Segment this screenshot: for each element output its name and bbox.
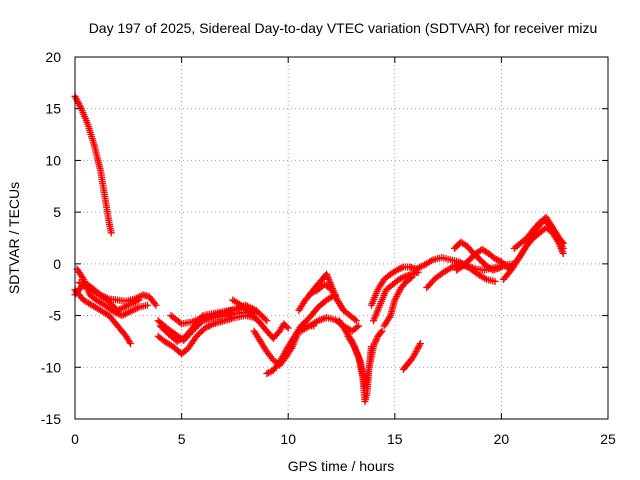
y-tick-label: -5 [49,308,62,324]
data-point-marker [283,323,291,331]
data-track [380,273,416,330]
data-track [71,92,115,237]
data-point-marker [263,369,271,377]
data-point-marker [352,317,360,325]
data-track [229,296,292,342]
data-point-marker [398,264,406,272]
data-point-marker [351,315,359,323]
plot-area-frame [74,56,609,420]
data-point-marker [377,328,385,336]
data-point-marker [416,339,424,347]
data-point-marker [495,264,503,272]
data-point-marker [400,273,408,281]
x-tick-label: 15 [387,431,403,447]
data-point-marker [395,275,403,283]
axis-ticks: 0 5 10 15 20 25 -15 -10 -5 0 5 10 15 20 [41,49,616,447]
data-track [306,270,360,325]
y-tick-label: 15 [45,101,61,117]
data-point-marker [126,339,134,347]
data-point-marker [408,273,416,281]
grid-lines [75,57,608,419]
data-point-marker [143,301,151,309]
data-point-marker [393,266,401,274]
y-axis-title: SDTVAR / TECUs [6,182,22,294]
data-point-marker [406,274,414,282]
x-tick-label: 10 [280,431,296,447]
x-tick-label: 5 [178,431,186,447]
data-track [154,312,258,358]
x-tick-label: 0 [71,431,79,447]
data-point-marker [416,341,424,349]
data-series-mizu [71,92,567,405]
data-track [71,286,134,347]
data-point-marker [284,324,292,332]
data-point-marker [493,255,501,263]
data-point-marker [266,368,274,376]
data-point-marker [264,369,272,377]
data-point-marker [353,323,361,331]
y-tick-label: 10 [45,152,61,168]
data-point-marker [491,277,499,285]
chart-title: Day 197 of 2025, Sidereal Day-to-day VTE… [89,20,598,36]
data-point-marker [491,255,499,263]
data-point-marker [355,322,363,330]
data-point-marker [396,265,404,273]
data-track [344,327,386,392]
data-point-marker [398,274,406,282]
data-track [510,213,567,252]
data-track [75,278,143,314]
data-point-marker [107,229,115,237]
data-point-marker [397,275,405,283]
x-tick-label: 20 [494,431,510,447]
y-tick-label: 0 [53,256,61,272]
data-point-marker [558,238,566,246]
x-axis-title: GPS time / hours [288,458,395,474]
data-point-marker [395,265,403,273]
y-tick-label: 5 [53,204,61,220]
data-track [73,265,151,320]
data-point-marker [261,315,269,323]
y-tick-label: -10 [41,359,61,375]
data-point-marker [151,300,159,308]
data-point-marker [559,250,567,258]
data-point-marker [135,296,143,304]
x-tick-label: 25 [600,431,616,447]
data-point-marker [559,239,567,247]
data-point-marker [378,327,386,335]
data-track [399,339,424,373]
data-point-marker [494,256,502,264]
data-track [453,245,512,274]
data-track [367,263,420,309]
y-tick-label: -15 [41,411,61,427]
data-point-marker [263,317,271,325]
data-point-marker [152,301,160,309]
y-tick-label: 20 [45,49,61,65]
